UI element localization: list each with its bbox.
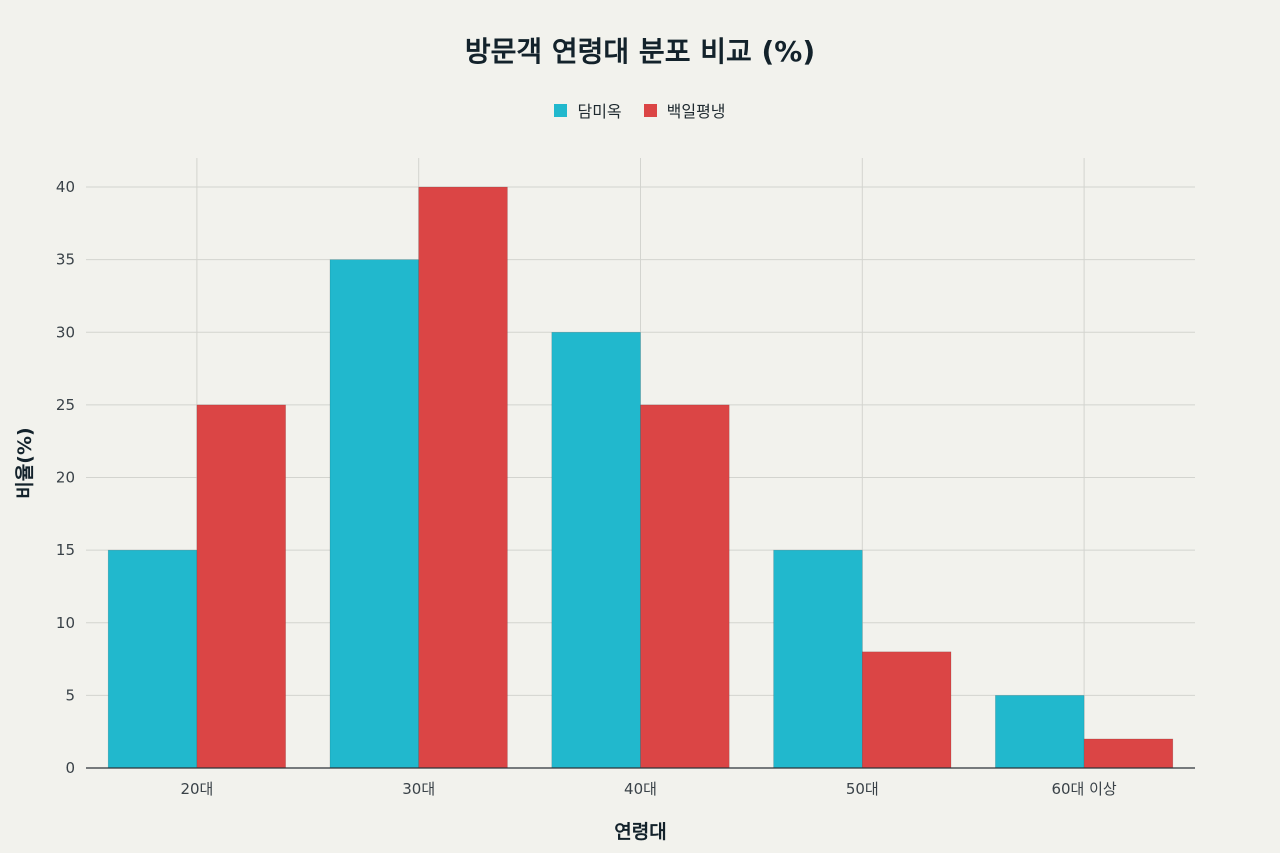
bar-1-2[interactable] (329, 259, 420, 769)
chart-title: 방문객 연령대 분포 비교 (%) (464, 35, 816, 68)
bar-2-5[interactable] (1083, 738, 1174, 769)
x-tick-label: 60대 이상 (1051, 780, 1116, 798)
y-tick-label: 0 (65, 759, 75, 777)
bar-1-1[interactable] (107, 549, 198, 769)
y-tick-label: 30 (56, 323, 75, 341)
legend-swatch-series-2 (643, 103, 657, 117)
y-tick-label: 20 (56, 469, 75, 487)
y-tick-label: 15 (56, 541, 75, 559)
bar-1-3[interactable] (551, 331, 641, 769)
x-axis-ticks: 20대 30대 40대 50대 60대 이상 (180, 780, 1116, 798)
bar-2-1[interactable] (196, 404, 286, 769)
legend-swatch-series-1 (554, 103, 568, 117)
legend-label-series-1: 담미옥 (577, 102, 622, 121)
x-tick-label: 50대 (846, 780, 879, 798)
x-axis-title: 연령대 (614, 821, 666, 843)
y-tick-label: 35 (56, 251, 75, 269)
y-axis-ticks: 0 5 10 15 20 25 30 35 40 (56, 178, 75, 777)
legend-item-series-2[interactable]: 백일평냉 (643, 98, 726, 122)
y-tick-label: 10 (56, 614, 75, 632)
bars (107, 186, 1174, 769)
x-tick-label: 30대 (402, 780, 435, 798)
bar-2-3[interactable] (640, 404, 730, 769)
bar-1-5[interactable] (995, 695, 1085, 769)
y-tick-label: 40 (56, 178, 75, 196)
bar-1-4[interactable] (773, 549, 863, 769)
bar-2-2[interactable] (418, 186, 508, 769)
legend-item-series-1[interactable]: 담미옥 (554, 98, 622, 122)
legend: 담미옥 백일평냉 (0, 98, 1280, 122)
y-tick-label: 25 (56, 396, 75, 414)
y-axis-title: 비율(%) (14, 427, 36, 498)
bar-2-4[interactable] (861, 651, 952, 769)
legend-label-series-2: 백일평냉 (666, 102, 726, 121)
y-tick-label: 5 (65, 686, 75, 704)
x-tick-label: 40대 (624, 780, 657, 798)
x-tick-label: 20대 (180, 780, 213, 798)
